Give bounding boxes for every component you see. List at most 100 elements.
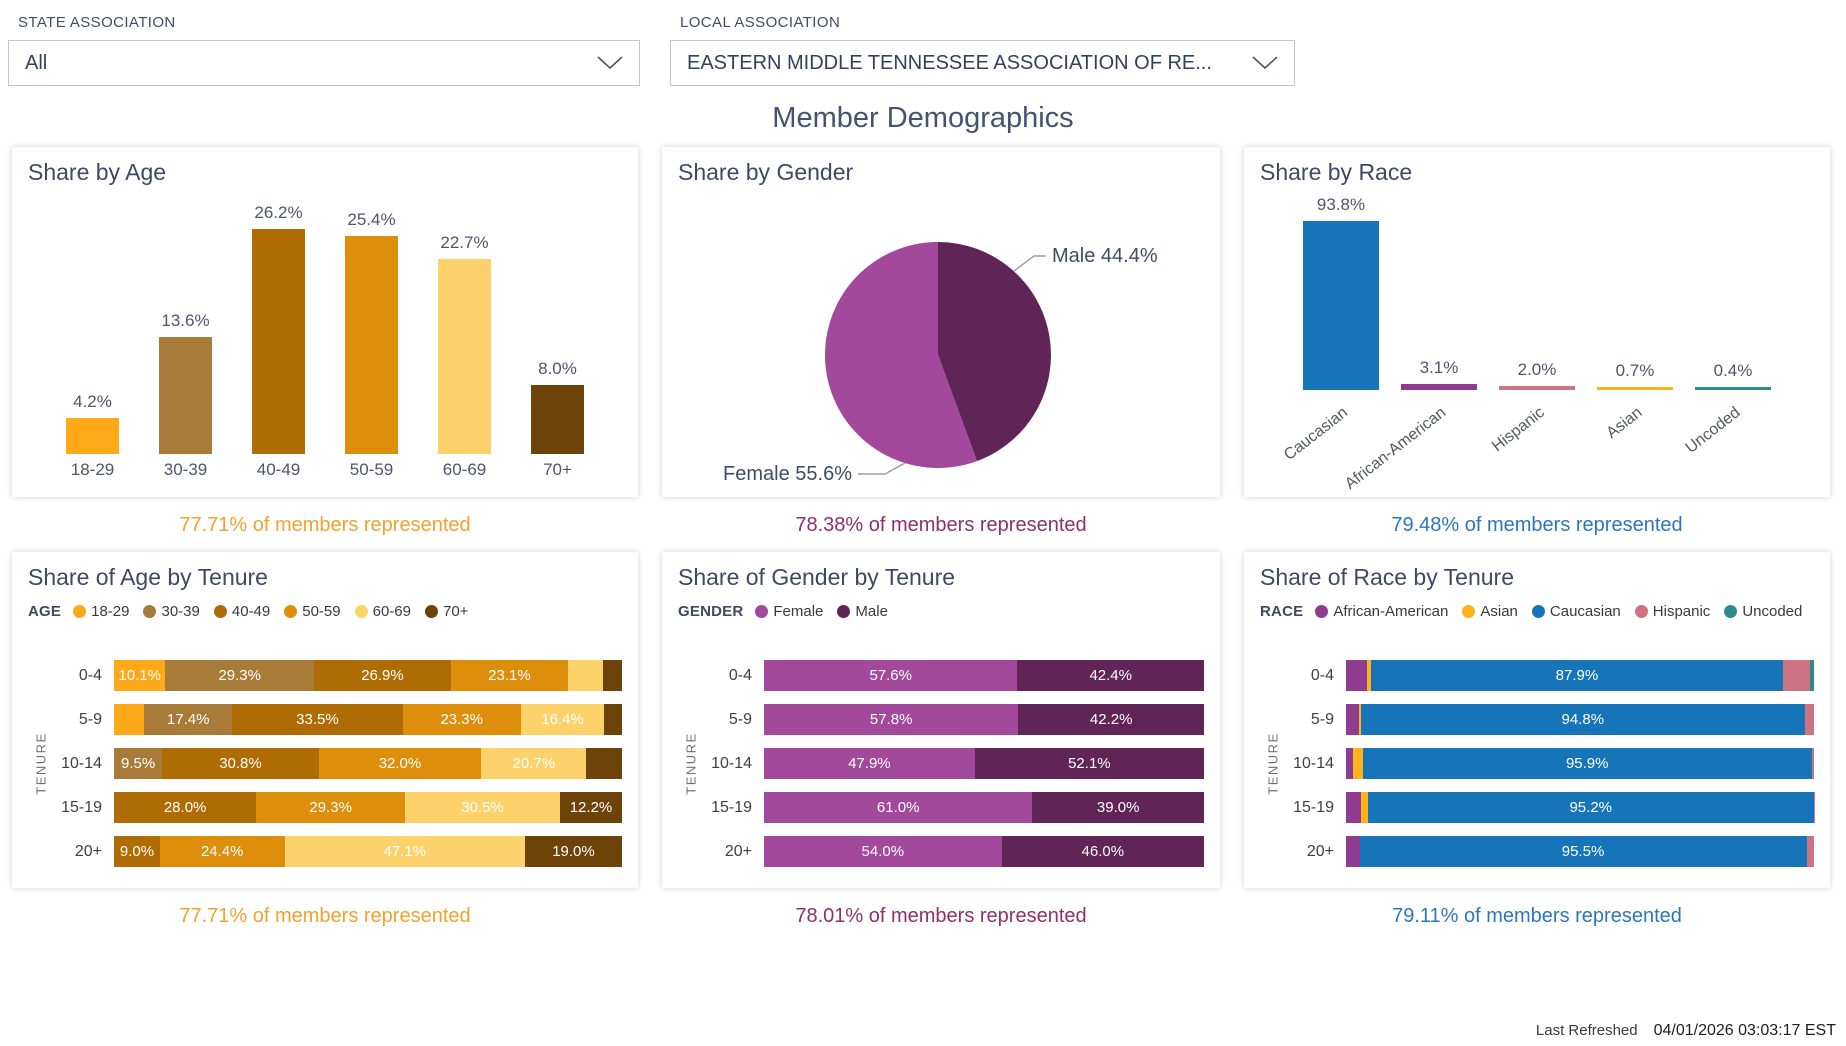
bar-40-49[interactable] [252,228,305,454]
segment-hispanic[interactable] [1806,836,1814,867]
segment-female[interactable]: 57.6% [764,660,1018,691]
segment-60-69[interactable]: 16.4% [520,704,605,735]
segment-female[interactable]: 61.0% [764,792,1033,823]
segment-male[interactable]: 39.0% [1032,792,1204,823]
bar-70-[interactable] [531,385,584,454]
segment-50-59[interactable]: 23.3% [402,704,521,735]
segment-30-39[interactable]: 17.4% [143,704,233,735]
segment-african-american[interactable] [1346,660,1367,691]
segment-40-49[interactable]: 30.8% [162,748,319,779]
segment-50-59[interactable]: 23.1% [450,660,569,691]
segment-female[interactable]: 54.0% [764,836,1002,867]
segment-18-29[interactable] [114,704,144,735]
segment-african-american[interactable] [1346,836,1360,867]
segment-male[interactable]: 46.0% [1001,836,1204,867]
segment-value-label: 29.3% [218,667,261,684]
segment-uncoded[interactable] [1810,660,1814,691]
segment-50-59[interactable]: 29.3% [256,792,406,823]
pie-slice-female[interactable] [825,242,977,468]
segment-60-69[interactable] [568,660,603,691]
tenure-row-5-9: 5-9 94.8% [1282,704,1814,735]
segment-18-29[interactable]: 10.1% [114,660,166,691]
segment-caucasian[interactable]: 94.8% [1360,704,1805,735]
segment-30-39[interactable]: 29.3% [165,660,315,691]
bar-60-69[interactable] [438,258,491,454]
segment-40-49[interactable]: 33.5% [232,704,403,735]
legend-item-50-59[interactable]: 50-59 [284,603,341,620]
segment-70-[interactable] [604,704,622,735]
stacked-bar: 95.5% [1346,836,1814,867]
segment-40-49[interactable]: 26.9% [314,660,451,691]
segment-40-49[interactable]: 28.0% [114,792,257,823]
bar-caucasian[interactable] [1303,221,1379,390]
segment-hispanic[interactable] [1811,748,1814,779]
segment-caucasian[interactable]: 95.5% [1359,836,1807,867]
tenure-axis-label: TENURE [683,732,699,795]
segment-asian[interactable] [1361,792,1368,823]
segment-asian[interactable] [1352,748,1363,779]
segment-asian[interactable] [1359,704,1361,735]
segment-50-59[interactable]: 32.0% [318,748,482,779]
segment-70-[interactable]: 12.2% [560,792,622,823]
segment-70-[interactable] [602,660,622,691]
segment-caucasian[interactable]: 87.9% [1371,660,1783,691]
race-by-tenure-cell: Share of Race by Tenure RACE African-Amer… [1244,552,1830,943]
segment-african-american[interactable] [1346,792,1362,823]
segment-asian[interactable] [1366,660,1372,691]
legend-item-asian[interactable]: Asian [1462,603,1518,620]
bar-uncoded[interactable] [1695,387,1771,390]
last-refreshed: Last Refreshed 04/01/2026 03:03:17 EST [1536,1022,1836,1040]
segment-female[interactable]: 47.9% [764,748,975,779]
legend-label: Asian [1480,603,1518,620]
legend-title: RACE [1260,603,1304,620]
segment-african-american[interactable] [1346,748,1353,779]
segment-caucasian[interactable]: 95.9% [1362,748,1812,779]
segment-hispanic[interactable] [1782,660,1811,691]
bar-african-american[interactable] [1401,384,1477,390]
legend-item-30-39[interactable]: 30-39 [143,603,200,620]
legend-item-40-49[interactable]: 40-49 [213,603,270,620]
legend-item-60-69[interactable]: 60-69 [354,603,411,620]
local-association-dropdown[interactable]: EASTERN MIDDLE TENNESSEE ASSOCIATION OF … [670,40,1295,86]
pie-slice-male[interactable] [938,242,1051,462]
legend-item-uncoded[interactable]: Uncoded [1724,603,1802,620]
segment-female[interactable]: 57.8% [764,704,1019,735]
bar-asian[interactable] [1597,387,1673,390]
legend-item-african-american[interactable]: African-American [1315,603,1448,620]
legend-item-hispanic[interactable]: Hispanic [1634,603,1710,620]
segment-caucasian[interactable]: 95.2% [1367,792,1814,823]
segment-70-[interactable]: 19.0% [524,836,622,867]
legend-item-caucasian[interactable]: Caucasian [1531,603,1621,620]
segment-value-label: 26.9% [361,667,404,684]
segment-african-american[interactable] [1346,704,1360,735]
tenure-row-5-9: 5-9 17.4% 33.5% 23.3% 16.4% [50,704,622,735]
segment-30-39[interactable]: 9.5% [114,748,163,779]
charts-row-top: Share by Age 4.2% 18-29 13.6% 30-39 26.2% 40-… [0,147,1846,552]
segment-60-69[interactable]: 20.7% [481,748,587,779]
legend-dot-icon [73,605,87,618]
bar-30-39[interactable] [159,337,212,454]
leader-line [1013,255,1046,272]
segment-male[interactable]: 42.4% [1017,660,1204,691]
segment-70-[interactable] [586,748,622,779]
legend-label: 18-29 [91,603,130,620]
legend-item-18-29[interactable]: 18-29 [73,603,129,620]
segment-value-label: 33.5% [296,711,339,728]
legend-item-female[interactable]: Female [755,603,823,620]
segment-value-label: 23.1% [488,667,531,684]
segment-60-69[interactable]: 30.5% [405,792,561,823]
bar-50-59[interactable] [345,235,398,454]
segment-male[interactable]: 42.2% [1018,704,1204,735]
bar-category-label: Uncoded [1682,404,1744,457]
state-association-dropdown[interactable]: All [8,40,640,86]
segment-60-69[interactable]: 47.1% [284,836,525,867]
segment-40-49[interactable]: 9.0% [114,836,160,867]
bar-18-29[interactable] [66,417,119,454]
legend-dot-icon [1634,605,1648,618]
legend-item-male[interactable]: Male [837,603,888,620]
legend-item-70-[interactable]: 70+ [424,603,468,620]
bar-hispanic[interactable] [1499,386,1575,390]
segment-50-59[interactable]: 24.4% [159,836,285,867]
segment-male[interactable]: 52.1% [974,748,1204,779]
segment-hispanic[interactable] [1804,704,1814,735]
